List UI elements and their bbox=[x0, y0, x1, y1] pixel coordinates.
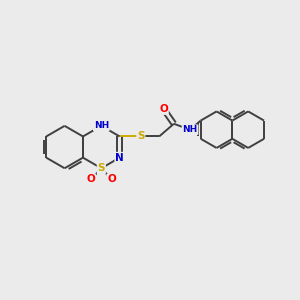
Text: S: S bbox=[98, 163, 105, 173]
Text: N: N bbox=[115, 153, 124, 163]
Text: O: O bbox=[107, 174, 116, 184]
Text: O: O bbox=[87, 174, 95, 184]
Text: NH: NH bbox=[94, 122, 109, 130]
Text: S: S bbox=[137, 131, 145, 142]
Text: O: O bbox=[159, 104, 168, 114]
Text: NH: NH bbox=[182, 125, 198, 134]
